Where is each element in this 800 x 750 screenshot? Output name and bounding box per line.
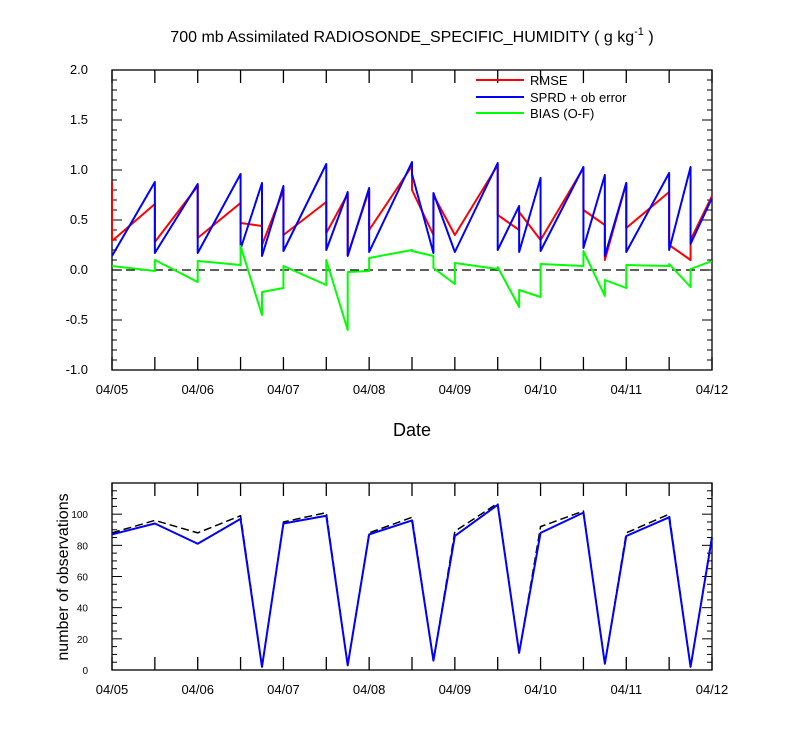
legend: RMSE SPRD + ob error BIAS (O-F)	[476, 73, 627, 121]
top-plot-series	[111, 161, 713, 331]
x-axis-title: Date	[393, 420, 431, 440]
legend-label-rmse: RMSE	[530, 73, 568, 88]
bottom-x-tick-label: 04/09	[439, 682, 472, 697]
top-plot-ticks	[111, 69, 713, 371]
chart-title-end: )	[644, 29, 654, 46]
top-plot: 2.01.51.00.50.0-0.5-1.0 04/05 04/06 04/07 0…	[66, 62, 729, 440]
bottom-x-tick-label: 04/11	[610, 682, 642, 697]
bottom-y-tick-label: 0	[82, 666, 88, 677]
top-y-tick-label: 0.0	[70, 262, 88, 277]
bottom-x-tick-label: 04/12	[696, 682, 729, 697]
bottom-x-tick-label: 04/10	[524, 682, 557, 697]
top-y-tick-label: -0.5	[66, 312, 88, 327]
bottom-x-tick-label: 04/06	[181, 682, 214, 697]
bottom-y-tick-label: 80	[77, 541, 89, 552]
top-x-tick-label: 04/12	[696, 382, 729, 397]
top-x-tick-label: 04/08	[353, 382, 386, 397]
bottom-plot-y-tick-labels: 100 80 60 40 20 0	[71, 510, 88, 677]
bottom-y-tick-label: 20	[77, 635, 89, 646]
bottom-plot-frame	[111, 482, 713, 671]
bottom-plot-series	[111, 502, 713, 668]
bottom-y-tick-label: 60	[77, 573, 89, 584]
bottom-series-line-1	[111, 502, 713, 668]
top-x-tick-label: 04/07	[267, 382, 300, 397]
top-plot-frame	[111, 69, 713, 371]
bottom-y-tick-label: 40	[77, 604, 89, 615]
top-y-tick-label: 0.5	[70, 212, 88, 227]
top-y-tick-label: 1.0	[70, 162, 88, 177]
top-series-line-2	[111, 245, 713, 331]
bottom-plot-ticks	[111, 482, 713, 671]
top-y-tick-label: 1.5	[70, 112, 88, 127]
bottom-series-line-0	[111, 503, 713, 668]
chart-title: 700 mb Assimilated RADIOSONDE_SPECIFIC_H…	[170, 26, 653, 46]
top-x-tick-label: 04/06	[181, 382, 214, 397]
legend-label-bias: BIAS (O-F)	[530, 106, 594, 121]
bottom-y-tick-label: 100	[71, 510, 88, 521]
bottom-x-tick-label: 04/08	[353, 682, 386, 697]
chart-title-main: 700 mb Assimilated RADIOSONDE_SPECIFIC_H…	[170, 29, 634, 46]
top-y-tick-label: -1.0	[66, 362, 88, 377]
top-x-tick-label: 04/11	[610, 382, 642, 397]
chart-title-superscript: -1	[634, 26, 644, 38]
bottom-x-tick-label: 04/07	[267, 682, 300, 697]
top-series-line-1	[111, 161, 713, 257]
bottom-y-axis-title: number of observations	[55, 493, 72, 660]
top-plot-x-tick-labels: 04/05 04/06 04/07 04/08 04/09 04/10 04/11 04/12	[96, 382, 729, 397]
top-plot-y-tick-labels: 2.0 1.5 1.0 0.5 0.0 -0.5 -1.0	[66, 62, 88, 377]
top-x-tick-label: 04/09	[439, 382, 472, 397]
top-x-tick-label: 04/05	[96, 382, 129, 397]
bottom-plot-x-tick-labels: 04/05 04/06 04/07 04/08 04/09 04/10 04/11 04/12	[96, 682, 729, 697]
top-x-tick-label: 04/10	[524, 382, 557, 397]
bottom-x-tick-label: 04/05	[96, 682, 129, 697]
legend-label-sprd: SPRD + ob error	[530, 90, 627, 105]
top-y-tick-label: 2.0	[70, 62, 88, 77]
